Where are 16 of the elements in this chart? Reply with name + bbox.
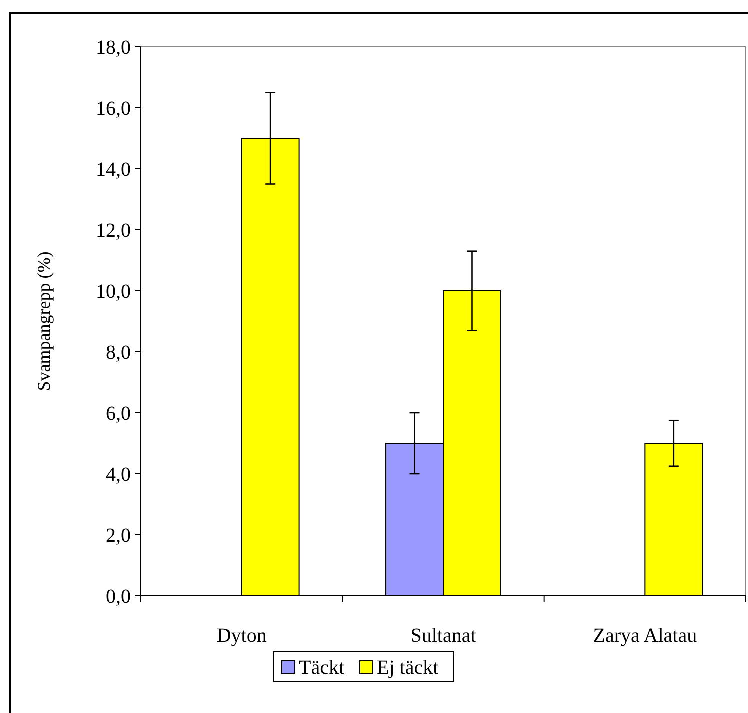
y-tick-label: 16,0 bbox=[96, 98, 131, 120]
y-tick-label: 2,0 bbox=[106, 525, 131, 547]
y-axis-title: Svampangrepp (%) bbox=[34, 252, 54, 392]
x-tick-label: Dyton bbox=[216, 625, 267, 647]
y-tick-label: 18,0 bbox=[96, 37, 131, 59]
x-tick-label: Sultanat bbox=[410, 625, 477, 647]
y-tick-label: 12,0 bbox=[96, 220, 131, 242]
y-tick-label: 8,0 bbox=[106, 342, 131, 364]
legend-label: Ej täckt bbox=[377, 657, 440, 679]
y-tick-label: 14,0 bbox=[96, 159, 131, 181]
legend-label: Täckt bbox=[299, 657, 345, 679]
y-tick-label: 10,0 bbox=[96, 281, 131, 303]
x-tick-label: Zarya Alatau bbox=[593, 625, 698, 647]
y-tick-label: 4,0 bbox=[106, 464, 131, 486]
y-tick-label: 6,0 bbox=[106, 403, 131, 425]
y-tick-label: 0,0 bbox=[106, 586, 131, 608]
